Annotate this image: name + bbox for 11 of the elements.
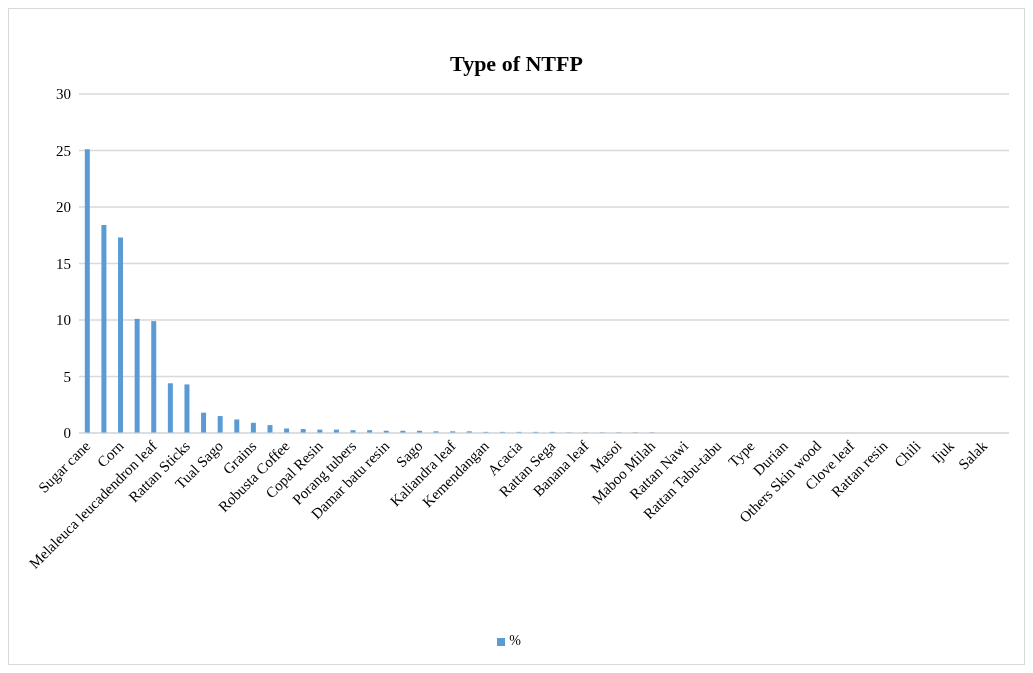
y-tick-label: 30 [56,86,71,103]
x-tick-label: Chili [891,437,924,471]
y-tick-label: 20 [56,199,71,216]
x-tick-label: Ijuk [928,437,958,467]
y-tick-label: 10 [56,312,71,329]
y-tick-label: 15 [56,255,71,272]
y-tick-label: 25 [56,142,71,159]
chart-title: Type of NTFP [449,51,584,77]
y-tick-label: 0 [63,425,71,442]
legend-label: % [509,633,521,648]
y-tick-label: 5 [63,368,71,385]
